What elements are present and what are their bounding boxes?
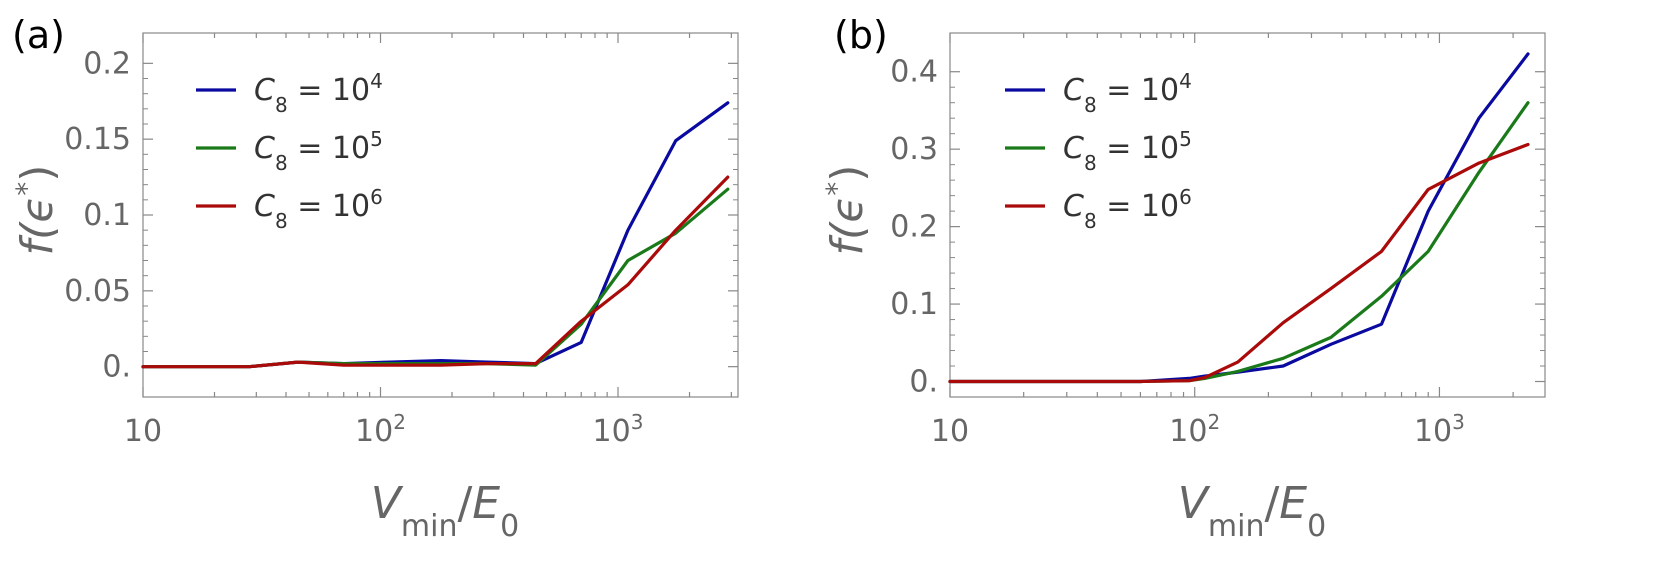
y-tick-label: 0.3 [890, 132, 938, 167]
chart-panel-b: (b) 10 102 103 0. 0.1 0.2 0.3 0.4 C8 = 104 C8 = 10… [820, 13, 1546, 544]
legend-label: C8 = 106 [254, 185, 383, 233]
x-axis-title: Vmin/E0 [371, 478, 519, 544]
legend-item: C8 = 104 [196, 69, 383, 117]
y-tick-label: 0. [909, 365, 938, 400]
legend-item: C8 = 104 [1005, 69, 1192, 117]
series-line-b-3 [948, 142, 1530, 384]
y-tick-label: 0. [102, 350, 131, 385]
legend-item: C8 = 105 [196, 127, 383, 175]
x-tick-label: 102 [1169, 410, 1220, 449]
legend-label: C8 = 106 [1063, 185, 1192, 233]
y-tick-label: 0.4 [890, 55, 938, 90]
series-line-a-1 [141, 101, 730, 369]
chart-panel-a: (a) 10 102 103 0. 0.05 0.1 0.15 0.2 C8 = 104 C8 = … [10, 13, 739, 544]
y-tick-label: 0.15 [64, 122, 131, 157]
y-tick-label: 0.2 [83, 46, 131, 81]
series-line-b-1 [948, 52, 1530, 384]
panel-label-a: (a) [12, 13, 65, 57]
x-tick-label: 10 [931, 414, 969, 449]
y-tick-label: 0.05 [64, 274, 131, 309]
x-tick-label: 103 [593, 410, 644, 449]
y-axis-title: f(ϵ*) [10, 165, 64, 256]
legend-label: C8 = 104 [1063, 69, 1192, 117]
y-tick-label: 0.2 [890, 210, 938, 245]
plot-frame [142, 32, 739, 398]
legend-item: C8 = 106 [196, 185, 383, 233]
legend-label: C8 = 105 [254, 127, 383, 175]
series-line-a-3 [141, 175, 730, 369]
series-line-a-2 [141, 187, 730, 369]
plot-frame [949, 32, 1546, 398]
legend-item: C8 = 105 [1005, 127, 1192, 175]
y-tick-label: 0.1 [890, 287, 938, 322]
x-axis-title: Vmin/E0 [1178, 478, 1326, 544]
legend-item: C8 = 106 [1005, 185, 1192, 233]
y-tick-label: 0.1 [83, 198, 131, 233]
panel-label-b: (b) [834, 13, 888, 57]
y-axis-title: f(ϵ*) [820, 165, 874, 256]
x-tick-label: 102 [355, 410, 406, 449]
legend-label: C8 = 105 [1063, 127, 1192, 175]
legend-label: C8 = 104 [254, 69, 383, 117]
x-tick-label: 10 [124, 414, 162, 449]
x-tick-label: 103 [1414, 410, 1465, 449]
series-line-b-2 [948, 101, 1530, 384]
